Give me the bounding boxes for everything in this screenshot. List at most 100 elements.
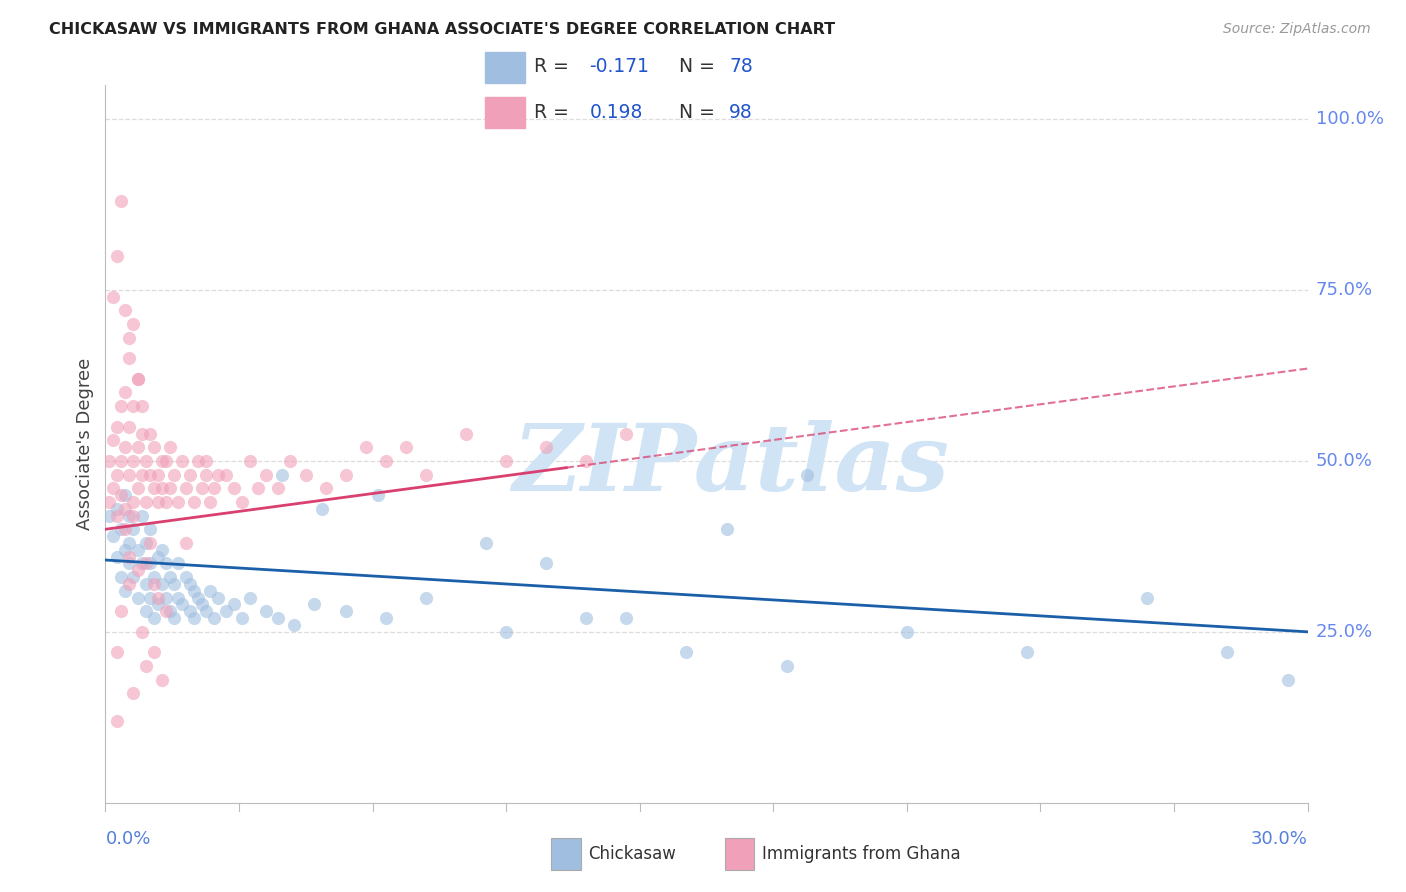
Point xyxy=(103,481,125,495)
Point xyxy=(107,419,129,434)
Point xyxy=(575,611,598,625)
Point xyxy=(155,591,177,605)
Text: 75.0%: 75.0% xyxy=(1316,281,1372,299)
Point xyxy=(475,536,498,550)
Point xyxy=(295,467,318,482)
Point xyxy=(118,577,141,591)
Point xyxy=(98,454,121,468)
Point xyxy=(796,467,818,482)
Point xyxy=(207,467,229,482)
Point xyxy=(202,481,225,495)
Text: ZIPatlas: ZIPatlas xyxy=(512,420,949,510)
Point xyxy=(98,508,121,523)
Point xyxy=(1136,591,1159,605)
Text: Immigrants from Ghana: Immigrants from Ghana xyxy=(762,845,960,863)
Point xyxy=(103,290,125,304)
Point xyxy=(114,501,136,516)
Point xyxy=(395,440,418,454)
Point xyxy=(162,611,184,625)
Point xyxy=(118,549,141,564)
Text: Source: ZipAtlas.com: Source: ZipAtlas.com xyxy=(1223,22,1371,37)
Point xyxy=(127,372,149,386)
Point xyxy=(675,645,697,659)
Bar xyxy=(485,52,524,83)
Point xyxy=(107,714,129,728)
Point xyxy=(278,454,301,468)
Point xyxy=(187,454,209,468)
Point xyxy=(183,495,205,509)
Point xyxy=(135,604,157,618)
Bar xyxy=(551,838,581,870)
Point xyxy=(110,604,132,618)
Point xyxy=(254,604,277,618)
Point xyxy=(122,508,145,523)
Point xyxy=(127,372,149,386)
Point xyxy=(183,583,205,598)
Point xyxy=(896,624,918,639)
Point xyxy=(222,598,245,612)
Point xyxy=(1216,645,1239,659)
Point xyxy=(135,495,157,509)
Point xyxy=(135,577,157,591)
Point xyxy=(110,488,132,502)
Point xyxy=(616,426,638,441)
Point xyxy=(135,536,157,550)
Point xyxy=(174,481,197,495)
Point xyxy=(354,440,377,454)
Point xyxy=(118,508,141,523)
Point xyxy=(150,673,173,687)
Point xyxy=(110,570,132,584)
Point xyxy=(107,508,129,523)
Point xyxy=(122,317,145,331)
Point xyxy=(311,501,333,516)
Point xyxy=(335,604,357,618)
Point xyxy=(138,557,160,571)
Point xyxy=(142,481,165,495)
Text: 0.0%: 0.0% xyxy=(105,830,150,848)
Point xyxy=(110,194,132,208)
Point xyxy=(146,591,169,605)
Point xyxy=(162,577,184,591)
Point xyxy=(170,598,193,612)
Point xyxy=(155,495,177,509)
Point xyxy=(138,591,160,605)
Point xyxy=(166,557,188,571)
Point xyxy=(114,583,136,598)
Point xyxy=(155,557,177,571)
Text: 30.0%: 30.0% xyxy=(1251,830,1308,848)
Point xyxy=(495,624,517,639)
Point xyxy=(166,495,188,509)
Point xyxy=(122,570,145,584)
Point xyxy=(110,522,132,536)
Point xyxy=(131,399,153,413)
Text: -0.171: -0.171 xyxy=(589,57,650,77)
Point xyxy=(239,454,262,468)
Point xyxy=(114,522,136,536)
Point xyxy=(231,495,253,509)
Point xyxy=(207,591,229,605)
Point xyxy=(127,481,149,495)
Point xyxy=(239,591,262,605)
Point xyxy=(142,577,165,591)
Point xyxy=(155,604,177,618)
Point xyxy=(302,598,325,612)
Point xyxy=(159,604,181,618)
Point xyxy=(202,611,225,625)
Point xyxy=(179,467,201,482)
Point xyxy=(114,303,136,318)
Point xyxy=(495,454,517,468)
Point xyxy=(114,440,136,454)
Point xyxy=(142,440,165,454)
Point xyxy=(114,385,136,400)
Point xyxy=(190,481,212,495)
Point xyxy=(103,529,125,543)
Point xyxy=(135,557,157,571)
Point xyxy=(103,434,125,448)
Text: N =: N = xyxy=(679,103,721,121)
Y-axis label: Associate's Degree: Associate's Degree xyxy=(76,358,94,530)
Point xyxy=(267,481,290,495)
Point xyxy=(107,249,129,263)
Point xyxy=(214,604,236,618)
Point xyxy=(214,467,236,482)
Point xyxy=(374,454,398,468)
